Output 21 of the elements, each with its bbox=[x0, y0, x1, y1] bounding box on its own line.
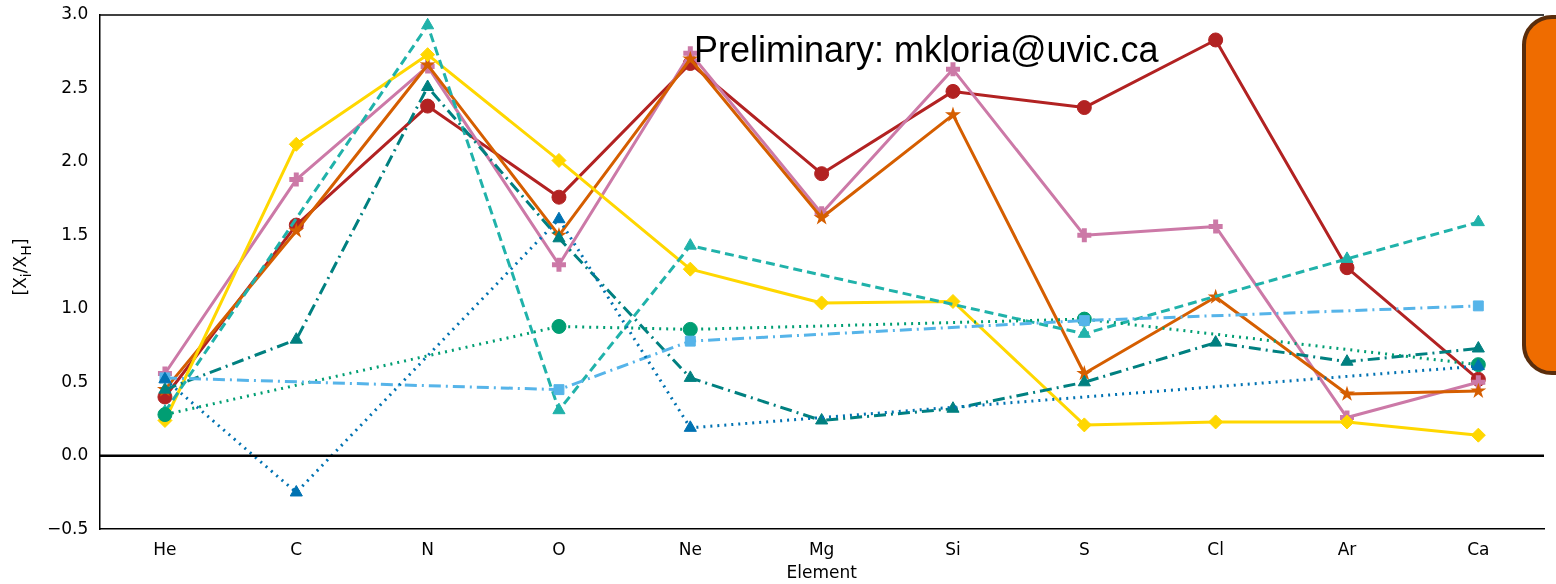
x-tick-label: Si bbox=[945, 538, 961, 559]
x-tick-label: S bbox=[1078, 538, 1090, 559]
y-tick-label: 0.5 bbox=[61, 370, 89, 391]
annotation: Preliminary: mkloria@uvic.ca bbox=[694, 29, 1160, 70]
x-tick-label: N bbox=[421, 538, 434, 559]
x-axis-title: Element bbox=[786, 562, 858, 583]
y-tick-label: 3.0 bbox=[61, 3, 89, 24]
x-tick-label: Mg bbox=[808, 538, 835, 559]
y-tick-label: 1.5 bbox=[61, 223, 89, 244]
y-tick-label: 1.0 bbox=[61, 297, 89, 318]
x-tick-label: Cl bbox=[1207, 538, 1224, 559]
x-tick-label: Ne bbox=[678, 538, 702, 559]
y-tick-label: 2.0 bbox=[61, 150, 89, 171]
y-tick-label: 2.5 bbox=[61, 76, 89, 97]
x-tick-label: O bbox=[552, 538, 566, 559]
x-tick-label: Ar bbox=[1337, 538, 1357, 559]
x-tick-label: He bbox=[153, 538, 177, 559]
y-tick-label: −0.5 bbox=[47, 517, 89, 538]
x-tick-label: Ca bbox=[1467, 538, 1490, 559]
x-tick-label: C bbox=[290, 538, 303, 559]
y-tick-label: 0.0 bbox=[61, 444, 89, 465]
